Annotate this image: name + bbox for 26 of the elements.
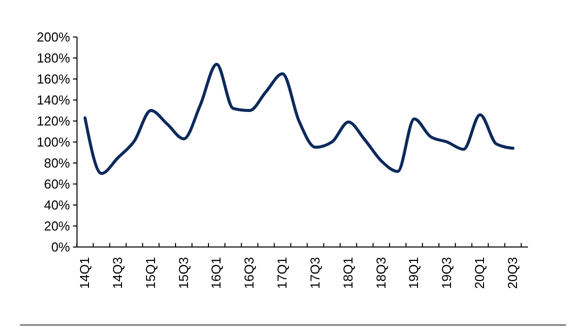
x-tick-label: 15Q1	[142, 257, 158, 289]
x-tick-label: 14Q3	[110, 257, 125, 289]
x-tick-label: 16Q1	[208, 257, 224, 289]
x-tick-label: 20Q1	[472, 257, 488, 289]
y-tick-label: 80%	[44, 156, 70, 171]
y-tick-label: 180%	[36, 50, 70, 66]
y-tick-label: 60%	[44, 176, 70, 192]
y-tick-label: 40%	[44, 198, 70, 213]
y-tick-label: 120%	[36, 114, 70, 129]
y-tick-label: 140%	[36, 92, 70, 108]
x-tick-label: 19Q3	[439, 257, 454, 289]
x-tick-label: 18Q1	[340, 257, 356, 289]
x-tick-label: 18Q3	[373, 257, 388, 289]
x-tick-label: 15Q3	[176, 257, 191, 289]
x-tick-label: 16Q3	[242, 257, 257, 289]
x-tick-label: 19Q1	[406, 257, 422, 289]
x-tick-label: 17Q1	[274, 257, 290, 289]
y-tick-label: 100%	[36, 134, 70, 150]
y-tick-label: 20%	[44, 218, 70, 234]
x-tick-label: 17Q3	[307, 257, 322, 289]
x-tick-label: 14Q1	[77, 257, 92, 289]
y-tick-label: 0%	[51, 240, 70, 255]
y-tick-label: 160%	[36, 72, 70, 87]
x-tick-label: 20Q3	[505, 257, 520, 289]
y-tick-label: 200%	[36, 30, 70, 45]
line-series	[84, 62, 514, 175]
